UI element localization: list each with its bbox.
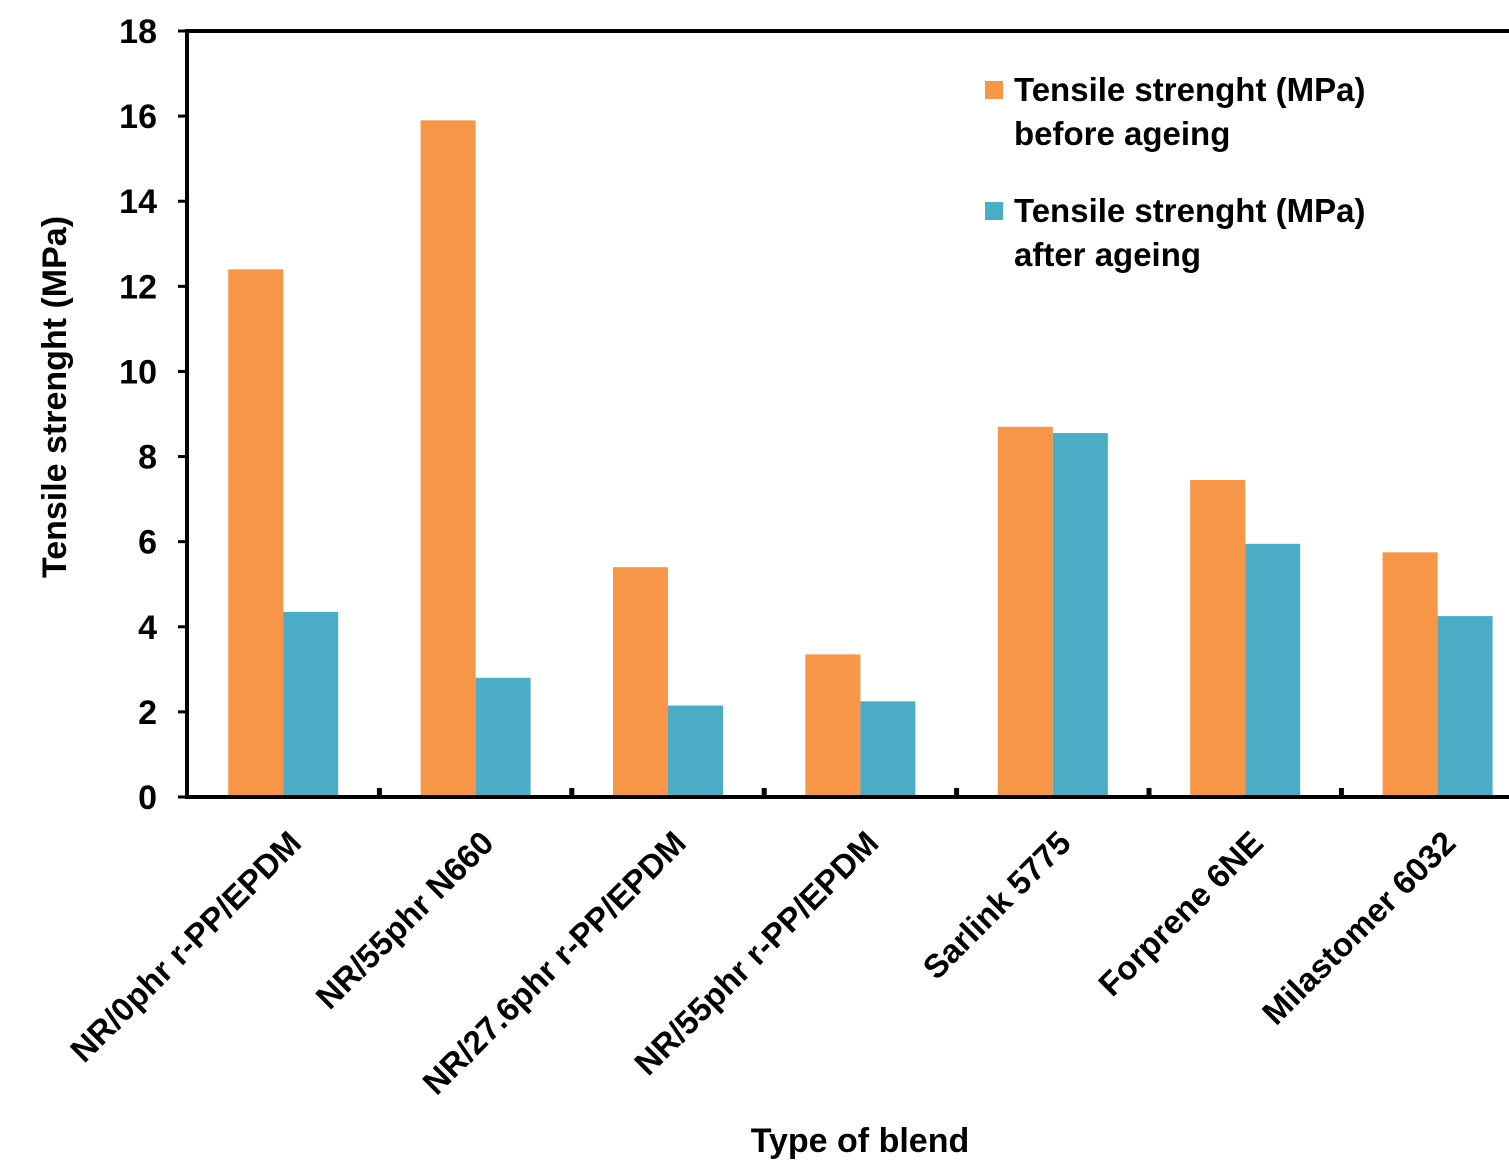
- y-tick-label: 16: [119, 98, 157, 136]
- bar-before-ageing-5: [1190, 480, 1246, 797]
- axes-layer: [178, 29, 1509, 799]
- legend: Tensile strenght (MPa) before ageing Ten…: [985, 71, 1375, 273]
- bar-after-ageing-5: [1245, 543, 1301, 797]
- x-category-label: Milastomer 6032: [1255, 824, 1463, 1032]
- bar-after-ageing-6: [1437, 616, 1493, 797]
- y-tick-label: 6: [138, 524, 157, 562]
- y-tick-label: 18: [119, 13, 157, 51]
- y-tick-label: 0: [138, 779, 157, 817]
- legend-label-after-line1: Tensile strenght (MPa): [1014, 192, 1365, 229]
- y-tick-label: 10: [119, 353, 157, 391]
- bar-before-ageing-0: [228, 269, 284, 797]
- y-tick-label: 12: [119, 268, 157, 306]
- x-tick-labels: NR/0phr r-PP/EPDM NR/55phr N660NR/27.6phr…: [63, 824, 1463, 1102]
- legend-label-after-ageing: Tensile strenght (MPa) after ageing: [1014, 192, 1375, 273]
- bar-before-ageing-4: [997, 426, 1053, 797]
- x-category-label: NR/55phr N660: [308, 824, 500, 1016]
- legend-swatch-before-ageing: [985, 81, 1003, 99]
- y-axis-title: Tensile strenght (MPa): [36, 216, 74, 578]
- y-tick-label: 14: [119, 183, 157, 221]
- bar-before-ageing-2: [613, 567, 668, 797]
- bar-before-ageing-1: [420, 120, 476, 797]
- bar-after-ageing-2: [668, 705, 723, 797]
- y-tick-label: 8: [138, 439, 157, 477]
- y-tick-label: 2: [138, 694, 157, 732]
- bars-layer: [228, 120, 1493, 798]
- legend-swatch-after-ageing: [985, 202, 1003, 220]
- bar-after-ageing-1: [475, 677, 531, 797]
- bar-after-ageing-0: [283, 611, 339, 797]
- bar-after-ageing-3: [860, 701, 916, 798]
- legend-label-after-line2: after ageing: [1014, 236, 1201, 273]
- legend-label-before-line1: Tensile strenght (MPa): [1014, 71, 1365, 108]
- y-tick-labels: 0 2 4 6 8 10 12 14 16 18: [119, 13, 157, 817]
- x-category-label: Sarlink 5775: [915, 824, 1077, 986]
- legend-label-before-ageing: Tensile strenght (MPa) before ageing: [1014, 71, 1375, 152]
- y-tick-label: 4: [138, 609, 157, 647]
- x-category-label: NR/0phr r-PP/EPDM: [63, 824, 308, 1069]
- legend-label-before-line2: before ageing: [1014, 115, 1230, 152]
- x-axis-title: Type of blend: [751, 1122, 969, 1160]
- x-category-label: Forprene 6NE: [1091, 824, 1270, 1003]
- bar-after-ageing-4: [1052, 433, 1108, 797]
- bar-before-ageing-6: [1382, 552, 1438, 797]
- bar-before-ageing-3: [805, 654, 861, 797]
